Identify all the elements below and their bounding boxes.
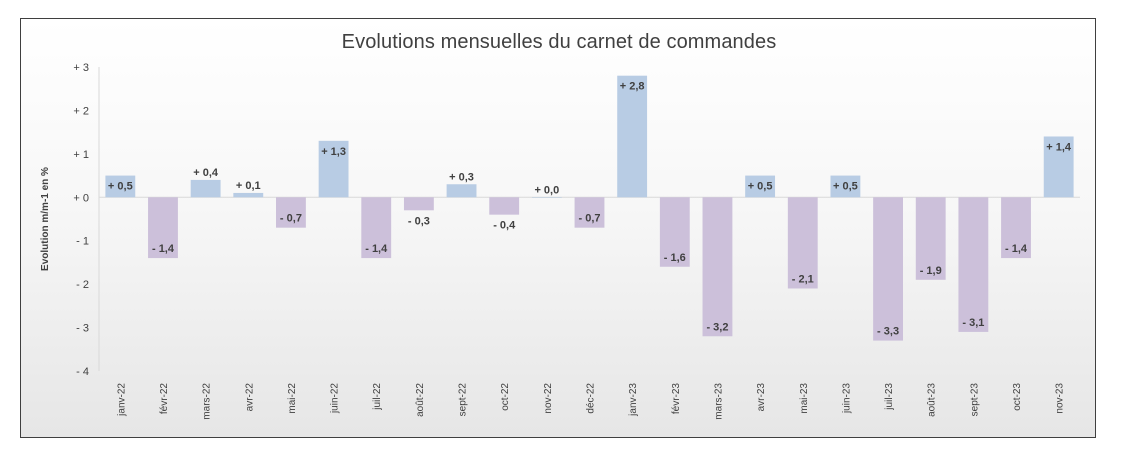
x-tick-label: oct-23 bbox=[1012, 383, 1023, 411]
x-tick-label: sept-23 bbox=[969, 383, 980, 417]
y-tick-label: + 0 bbox=[73, 192, 89, 204]
bar bbox=[446, 184, 477, 198]
bar bbox=[958, 197, 989, 332]
x-tick-label: juil-22 bbox=[372, 383, 383, 411]
data-label: + 0,5 bbox=[833, 181, 858, 193]
x-tick-label: mai-23 bbox=[799, 383, 810, 414]
bar bbox=[830, 175, 861, 198]
data-label: - 0,3 bbox=[408, 215, 430, 227]
x-tick-label: mars-23 bbox=[713, 383, 724, 420]
y-tick-label: - 1 bbox=[76, 236, 89, 248]
data-label: + 2,8 bbox=[620, 81, 645, 93]
y-tick-label: + 3 bbox=[73, 62, 89, 74]
x-tick-label: nov-22 bbox=[543, 383, 554, 414]
data-label: + 0,5 bbox=[748, 181, 773, 193]
data-label: - 2,1 bbox=[792, 273, 814, 285]
x-tick-label: janv-23 bbox=[628, 383, 639, 417]
x-tick-label: avr-22 bbox=[244, 383, 255, 412]
data-label: - 0,4 bbox=[493, 220, 516, 232]
bar bbox=[787, 197, 818, 289]
bar bbox=[489, 197, 520, 215]
chart-title: Evolutions mensuelles du carnet de comma… bbox=[341, 31, 777, 53]
chart-frame: Evolutions mensuelles du carnet de comma… bbox=[20, 18, 1096, 438]
x-tick-label: août-22 bbox=[415, 383, 426, 417]
data-label: - 0,7 bbox=[280, 213, 302, 225]
data-label: - 3,1 bbox=[962, 317, 984, 329]
bar bbox=[276, 197, 306, 228]
data-label: + 1,3 bbox=[321, 146, 346, 158]
bar bbox=[361, 197, 392, 259]
data-label: - 1,4 bbox=[152, 243, 175, 255]
y-tick-label: + 2 bbox=[73, 105, 89, 117]
bar bbox=[403, 197, 434, 211]
x-tick-label: juil-23 bbox=[884, 383, 895, 411]
data-label: - 0,7 bbox=[578, 213, 600, 225]
data-label: + 0,0 bbox=[534, 184, 559, 196]
data-label: - 1,4 bbox=[365, 243, 388, 255]
data-label: - 3,3 bbox=[877, 326, 899, 338]
bar bbox=[148, 197, 178, 259]
bar bbox=[617, 75, 648, 198]
data-label: + 0,4 bbox=[193, 167, 219, 179]
bar bbox=[531, 197, 562, 198]
bar bbox=[659, 197, 690, 267]
bar-chart: + 3 + 2 + 1 + 0 - 1 - 2 - 3 - 4 Evolution m/m-1 … bbox=[40, 62, 1080, 420]
x-tick-label: mai-22 bbox=[287, 383, 298, 414]
bar bbox=[105, 175, 136, 198]
data-label: + 0,1 bbox=[236, 180, 261, 192]
data-label: - 1,9 bbox=[920, 265, 942, 277]
y-tick-label: - 4 bbox=[76, 366, 89, 378]
x-tick-label: déc-22 bbox=[586, 383, 597, 414]
x-tick-label: juin-22 bbox=[330, 383, 341, 414]
bar bbox=[1001, 197, 1031, 259]
x-tick-label: nov-23 bbox=[1055, 383, 1066, 414]
bar bbox=[233, 192, 264, 198]
y-tick-label: - 2 bbox=[76, 279, 89, 291]
data-label: - 1,4 bbox=[1005, 243, 1028, 255]
x-tick-label: avr-23 bbox=[756, 383, 767, 412]
y-axis-title: Evolution m/m-1 en % bbox=[40, 167, 51, 271]
bar bbox=[702, 197, 733, 337]
y-tick-label: + 1 bbox=[73, 149, 89, 161]
data-label: - 3,2 bbox=[706, 321, 728, 333]
bar bbox=[318, 140, 349, 198]
x-tick-label: mars-22 bbox=[202, 383, 213, 420]
data-label: - 1,6 bbox=[664, 252, 686, 264]
bar bbox=[873, 197, 903, 341]
bar bbox=[190, 179, 221, 198]
x-tick-label: janv-22 bbox=[116, 383, 127, 417]
data-label: + 0,3 bbox=[449, 171, 474, 183]
x-tick-label: sept-22 bbox=[458, 383, 469, 417]
data-label: + 0,5 bbox=[108, 181, 133, 193]
data-label: + 1,4 bbox=[1046, 141, 1072, 153]
x-tick-label: août-23 bbox=[927, 383, 938, 417]
x-tick-label: juin-23 bbox=[841, 383, 852, 414]
x-tick-label: févr-23 bbox=[671, 383, 682, 415]
bar bbox=[574, 197, 605, 228]
bar bbox=[745, 175, 776, 198]
bar bbox=[915, 197, 946, 280]
bar bbox=[1043, 136, 1074, 198]
x-tick-label: oct-22 bbox=[500, 383, 511, 411]
x-tick-label: févr-22 bbox=[159, 383, 170, 415]
y-tick-label: - 3 bbox=[76, 323, 89, 335]
